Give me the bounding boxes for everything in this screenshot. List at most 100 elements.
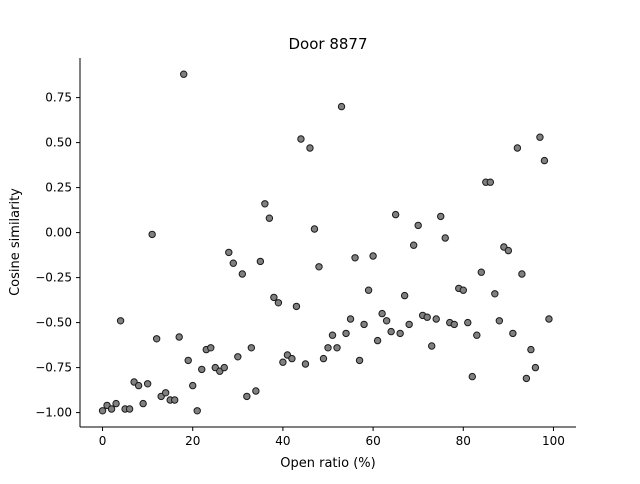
data-point [468, 372, 476, 381]
data-point [536, 133, 544, 141]
data-point [139, 399, 147, 408]
data-point [464, 318, 472, 327]
data-point [414, 221, 422, 230]
data-point [522, 374, 531, 383]
data-point [247, 344, 256, 352]
data-point [175, 333, 183, 341]
data-point [306, 144, 314, 152]
data-point [378, 309, 386, 318]
data-point [324, 344, 332, 352]
data-point [274, 299, 283, 307]
data-point [428, 342, 436, 350]
x-tick-label: 60 [365, 434, 380, 448]
data-point [328, 331, 337, 339]
data-point [491, 290, 499, 298]
data-point [112, 399, 120, 408]
data-point [423, 313, 431, 321]
data-point [373, 336, 382, 345]
data-point [473, 331, 481, 339]
data-point [261, 200, 269, 208]
data-point [134, 381, 143, 390]
data-point [540, 156, 549, 165]
data-point [531, 363, 540, 372]
data-point [450, 320, 458, 329]
data-point [270, 293, 278, 302]
data-point [409, 241, 418, 249]
x-axis-label: Open ratio (%) [280, 456, 375, 471]
data-point [207, 344, 215, 352]
data-point [400, 291, 409, 300]
data-point [333, 344, 341, 352]
data-point [198, 365, 206, 374]
y-axis-label: Cosine similarity [8, 188, 23, 296]
data-point [432, 315, 440, 323]
data-point [170, 396, 179, 404]
data-point [486, 178, 495, 186]
data-point [238, 270, 247, 278]
y-tick-label: 0.25 [45, 181, 72, 195]
data-point [337, 102, 346, 111]
data-point [189, 381, 197, 390]
y-tick-label: −0.25 [35, 271, 72, 285]
data-point [143, 380, 152, 388]
data-point [292, 302, 301, 311]
data-point [256, 257, 265, 266]
y-tick-label: 0.50 [45, 136, 72, 150]
data-point [364, 286, 373, 294]
y-tick-label: −0.50 [35, 316, 72, 330]
data-point [319, 354, 328, 363]
data-point [98, 407, 107, 415]
y-tick-label: 0.00 [45, 226, 72, 240]
data-point [495, 317, 504, 325]
data-point [441, 234, 449, 242]
y-axis-ticks: −1.00 −0.75 −0.50 −0.25 0.00 0.25 0.50 0.75 [35, 91, 80, 420]
data-point [518, 270, 526, 278]
data-point [369, 252, 377, 260]
data-point [161, 389, 170, 397]
data-point [180, 70, 188, 78]
data-point [382, 317, 391, 325]
data-point [148, 230, 156, 239]
data-point [288, 354, 296, 363]
data-point [437, 212, 445, 221]
y-tick-label: −1.00 [35, 406, 72, 420]
x-tick-label: 20 [185, 434, 200, 448]
data-point [391, 210, 400, 219]
data-point [459, 286, 467, 294]
data-point [387, 327, 395, 336]
data-point [513, 144, 522, 152]
x-tick-label: 40 [275, 434, 290, 448]
data-point [107, 405, 116, 413]
data-point [315, 263, 323, 271]
data-point [301, 360, 310, 368]
data-point [279, 358, 287, 366]
data-point [405, 320, 413, 329]
data-point [351, 254, 359, 262]
data-point [342, 329, 350, 338]
data-point [229, 259, 238, 267]
data-point [545, 315, 553, 323]
data-point [396, 329, 404, 338]
x-tick-label: 0 [99, 434, 107, 448]
data-point [234, 353, 242, 361]
y-tick-label: −0.75 [35, 361, 72, 375]
data-point [360, 320, 368, 329]
data-points [98, 70, 553, 415]
data-point [220, 363, 228, 372]
data-point [252, 387, 260, 395]
data-point [509, 329, 517, 338]
x-tick-label: 80 [456, 434, 471, 448]
data-point [477, 268, 486, 276]
x-tick-label: 100 [542, 434, 565, 448]
data-point [504, 246, 513, 255]
data-point [265, 214, 274, 222]
data-point [355, 356, 364, 365]
data-point [184, 356, 192, 365]
x-axis-ticks: 0 20 40 60 80 100 [99, 427, 565, 448]
chart-title: Door 8877 [288, 35, 367, 53]
data-point [527, 345, 535, 354]
data-point [243, 392, 251, 401]
data-point [116, 317, 125, 325]
